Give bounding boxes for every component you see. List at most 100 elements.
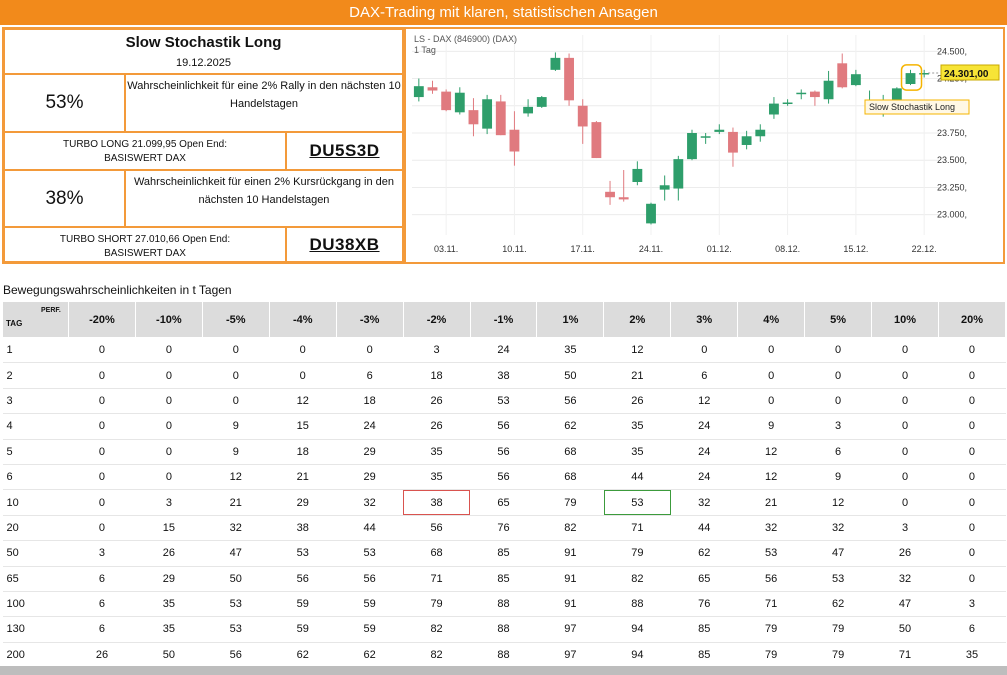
probability-cell: 32 (202, 515, 270, 542)
signal-title-cell: Slow Stochastik Long 19.12.2025 (4, 29, 403, 74)
column-header: 3% (670, 301, 739, 338)
probability-cell: 3 (804, 413, 872, 440)
probability-cell: 35 (135, 616, 203, 643)
short-probability: 38% (4, 170, 125, 227)
probability-cell: 35 (135, 591, 203, 618)
row-day-label: 50 (2, 540, 69, 567)
turbo-long-line1: TURBO LONG 21.099,95 Open End: (63, 139, 227, 150)
column-header: -4% (268, 301, 337, 338)
probability-cell: 85 (470, 566, 537, 592)
probability-cell: 68 (403, 540, 471, 567)
row-day-label: 100 (2, 591, 69, 618)
candle-up (850, 74, 861, 86)
probability-cell: 94 (603, 616, 671, 643)
probability-cell: 56 (336, 566, 404, 592)
probability-cell: 29 (336, 464, 404, 491)
candle-up (413, 86, 424, 98)
row-day-label: 2 (2, 362, 69, 389)
column-header: 10% (871, 301, 939, 338)
probability-cell: 32 (737, 515, 805, 542)
probability-cell: 79 (737, 616, 805, 643)
table-row: 65 6 29 50 56 56 71 85 91 82 65 56 53 32 0 (2, 566, 1006, 592)
probability-cell: 85 (670, 616, 738, 643)
bottom-scrollbar[interactable] (0, 666, 1007, 675)
probability-cell: 0 (269, 337, 337, 364)
probability-cell: 59 (269, 616, 337, 643)
probability-cell: 26 (871, 540, 939, 567)
y-tick-label: 23.750, (937, 128, 967, 138)
probability-cell: 97 (536, 616, 604, 643)
turbo-short-wkn-link[interactable]: DU38XB (286, 227, 403, 262)
probability-cell: 0 (135, 388, 203, 415)
probability-cell: 26 (603, 388, 671, 415)
table-row: 130 6 35 53 59 59 82 88 97 94 85 79 79 50 6 (2, 616, 1006, 643)
probability-cell: 12 (603, 337, 671, 364)
probability-cell: 15 (135, 515, 203, 542)
table-corner-header: PERF. TAG (2, 301, 69, 338)
table-row: 5 0 0 9 18 29 35 56 68 35 24 12 6 0 0 (2, 439, 1006, 465)
probability-cell: 59 (336, 591, 404, 618)
row-day-label: 4 (2, 413, 69, 440)
probability-cell: 76 (470, 515, 537, 542)
turbo-long-wkn-link[interactable]: DU5S3D (286, 132, 403, 170)
probability-cell: 0 (938, 388, 1006, 415)
probability-cell: 35 (603, 439, 671, 465)
turbo-short-info: TURBO SHORT 27.010,66 Open End: BASISWER… (4, 227, 286, 262)
probability-cell: 0 (68, 362, 136, 389)
probability-cell: 0 (68, 439, 136, 465)
probability-cell: 91 (536, 591, 604, 618)
probability-cell: 6 (68, 616, 136, 643)
probability-cell: 0 (938, 439, 1006, 465)
table-row: 20 0 15 32 38 44 56 76 82 71 44 32 32 3 0 (2, 515, 1006, 542)
probability-cell: 0 (135, 413, 203, 440)
probability-cell: 62 (670, 540, 738, 567)
probability-cell: 12 (202, 464, 270, 491)
table-row: 3 0 0 0 12 18 26 53 56 26 12 0 0 0 0 (2, 388, 1006, 415)
x-tick-label: 03.11. (434, 244, 458, 254)
candle-down (591, 122, 602, 159)
candle-up (823, 80, 834, 100)
candle-down (809, 91, 820, 98)
probability-cell: 0 (135, 464, 203, 491)
probability-cell: 50 (536, 362, 604, 389)
probability-cell: 65 (670, 566, 738, 592)
probability-cell: 6 (804, 439, 872, 465)
probability-cell: 0 (804, 388, 872, 415)
probability-cell: 6 (670, 362, 738, 389)
probability-cell: 0 (68, 388, 136, 415)
row-day-label: 3 (2, 388, 69, 415)
probability-cell: 26 (403, 388, 471, 415)
probability-cell: 18 (403, 362, 471, 389)
candle-up (646, 203, 656, 224)
probability-cell: 0 (202, 388, 270, 415)
probability-cell: 82 (403, 616, 471, 643)
candle-down (837, 63, 848, 88)
probability-cell: 62 (804, 591, 872, 618)
candle-up (755, 129, 766, 137)
probability-cell: 38 (470, 362, 537, 389)
probability-cell: 62 (536, 413, 604, 440)
probability-cell: 0 (202, 337, 270, 364)
probability-cell: 53 (269, 540, 337, 567)
signal-title: Slow Stochastik Long (125, 34, 282, 51)
probability-cell: 3 (938, 591, 1006, 618)
turbo-long-line2: BASISWERT DAX (104, 153, 186, 164)
probability-cell: 0 (737, 388, 805, 415)
row-day-label: 20 (2, 515, 69, 542)
candle-up (687, 133, 697, 160)
probability-cell: 6 (336, 362, 404, 389)
signal-highlight-marker (900, 64, 923, 91)
probability-cell: 56 (536, 388, 604, 415)
probability-cell: 0 (135, 439, 203, 465)
x-tick-label: 01.12. (707, 244, 732, 254)
probability-cell: 18 (269, 439, 337, 465)
candle-down (509, 129, 520, 152)
tag-header-label: TAG (6, 319, 23, 328)
probability-cell: 29 (336, 439, 404, 465)
highlighted-long-cell: 53 (603, 489, 671, 516)
candle-down (468, 110, 479, 125)
table-header-row: PERF. TAG -20% -10% -5% -4% -3% -2% -1% 1% 2% 3% 4… (2, 301, 1007, 338)
probability-cell: 53 (804, 566, 872, 592)
probability-cell: 56 (202, 642, 270, 669)
probability-cell: 53 (737, 540, 805, 567)
